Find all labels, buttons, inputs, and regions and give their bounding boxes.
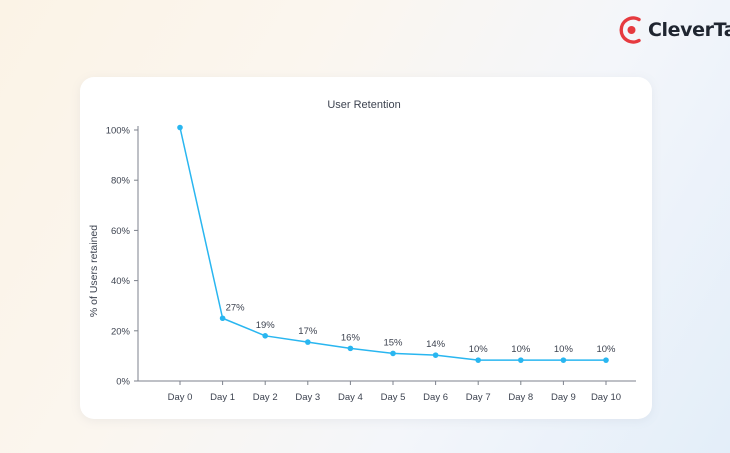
x-tick-label: Day 9 bbox=[551, 392, 576, 403]
clevertap-logo-icon bbox=[619, 16, 641, 44]
axes: 0% 20% 40% 60% 80% 100% Day 0 Day 1 Day 2 Day 3 Da… bbox=[106, 126, 636, 403]
series-line bbox=[179, 127, 606, 361]
x-tick-label: Day 6 bbox=[423, 392, 448, 403]
x-tick-label: Day 4 bbox=[338, 392, 363, 403]
y-tick-label: 60% bbox=[111, 226, 131, 237]
data-label: 14% bbox=[426, 339, 446, 350]
chart-card: User Retention % of Users retained 0% 20%… bbox=[80, 77, 652, 419]
plot-area: 27% 19% 17% 16% 15% 14% 10% 10% 10% 10% bbox=[177, 124, 616, 363]
data-point bbox=[262, 333, 268, 339]
x-tick-label: Day 1 bbox=[210, 392, 235, 403]
x-tick-label: Day 8 bbox=[508, 392, 533, 403]
data-label: 10% bbox=[511, 344, 531, 355]
y-tick-label: 80% bbox=[111, 176, 131, 187]
data-label: 17% bbox=[298, 326, 318, 337]
data-point bbox=[390, 350, 396, 357]
x-tick-label: Day 10 bbox=[591, 392, 621, 403]
x-tick-label: Day 5 bbox=[381, 392, 406, 403]
data-point bbox=[603, 357, 609, 363]
data-label: 10% bbox=[596, 344, 616, 355]
data-label: 10% bbox=[469, 344, 489, 355]
data-label: 16% bbox=[341, 332, 361, 343]
x-tick-label: Day 0 bbox=[168, 392, 193, 403]
y-axis-label: % of Users retained bbox=[88, 225, 100, 317]
x-tick-label: Day 3 bbox=[295, 392, 320, 403]
brand-logo: CleverTap bbox=[615, 12, 730, 48]
data-point bbox=[347, 345, 354, 352]
data-point bbox=[432, 352, 439, 358]
chart-title: User Retention bbox=[327, 99, 400, 111]
y-tick-label: 0% bbox=[116, 377, 130, 388]
data-point bbox=[177, 124, 183, 131]
retention-line-chart: User Retention % of Users retained 0% 20%… bbox=[88, 99, 636, 403]
data-label: 19% bbox=[256, 320, 276, 331]
y-tick-label: 40% bbox=[111, 276, 131, 287]
data-point bbox=[560, 357, 567, 363]
y-tick-label: 100% bbox=[106, 126, 131, 137]
brand-name: CleverTap bbox=[648, 19, 730, 41]
x-tick-label: Day 7 bbox=[466, 392, 491, 403]
x-tick-label: Day 2 bbox=[253, 392, 278, 403]
data-point bbox=[305, 339, 311, 345]
data-point bbox=[475, 357, 482, 363]
data-label: 27% bbox=[226, 302, 246, 313]
data-label: 15% bbox=[383, 337, 403, 348]
data-point bbox=[518, 357, 524, 363]
data-label: 10% bbox=[554, 344, 574, 355]
y-tick-label: 20% bbox=[111, 326, 131, 337]
data-point bbox=[219, 315, 226, 322]
